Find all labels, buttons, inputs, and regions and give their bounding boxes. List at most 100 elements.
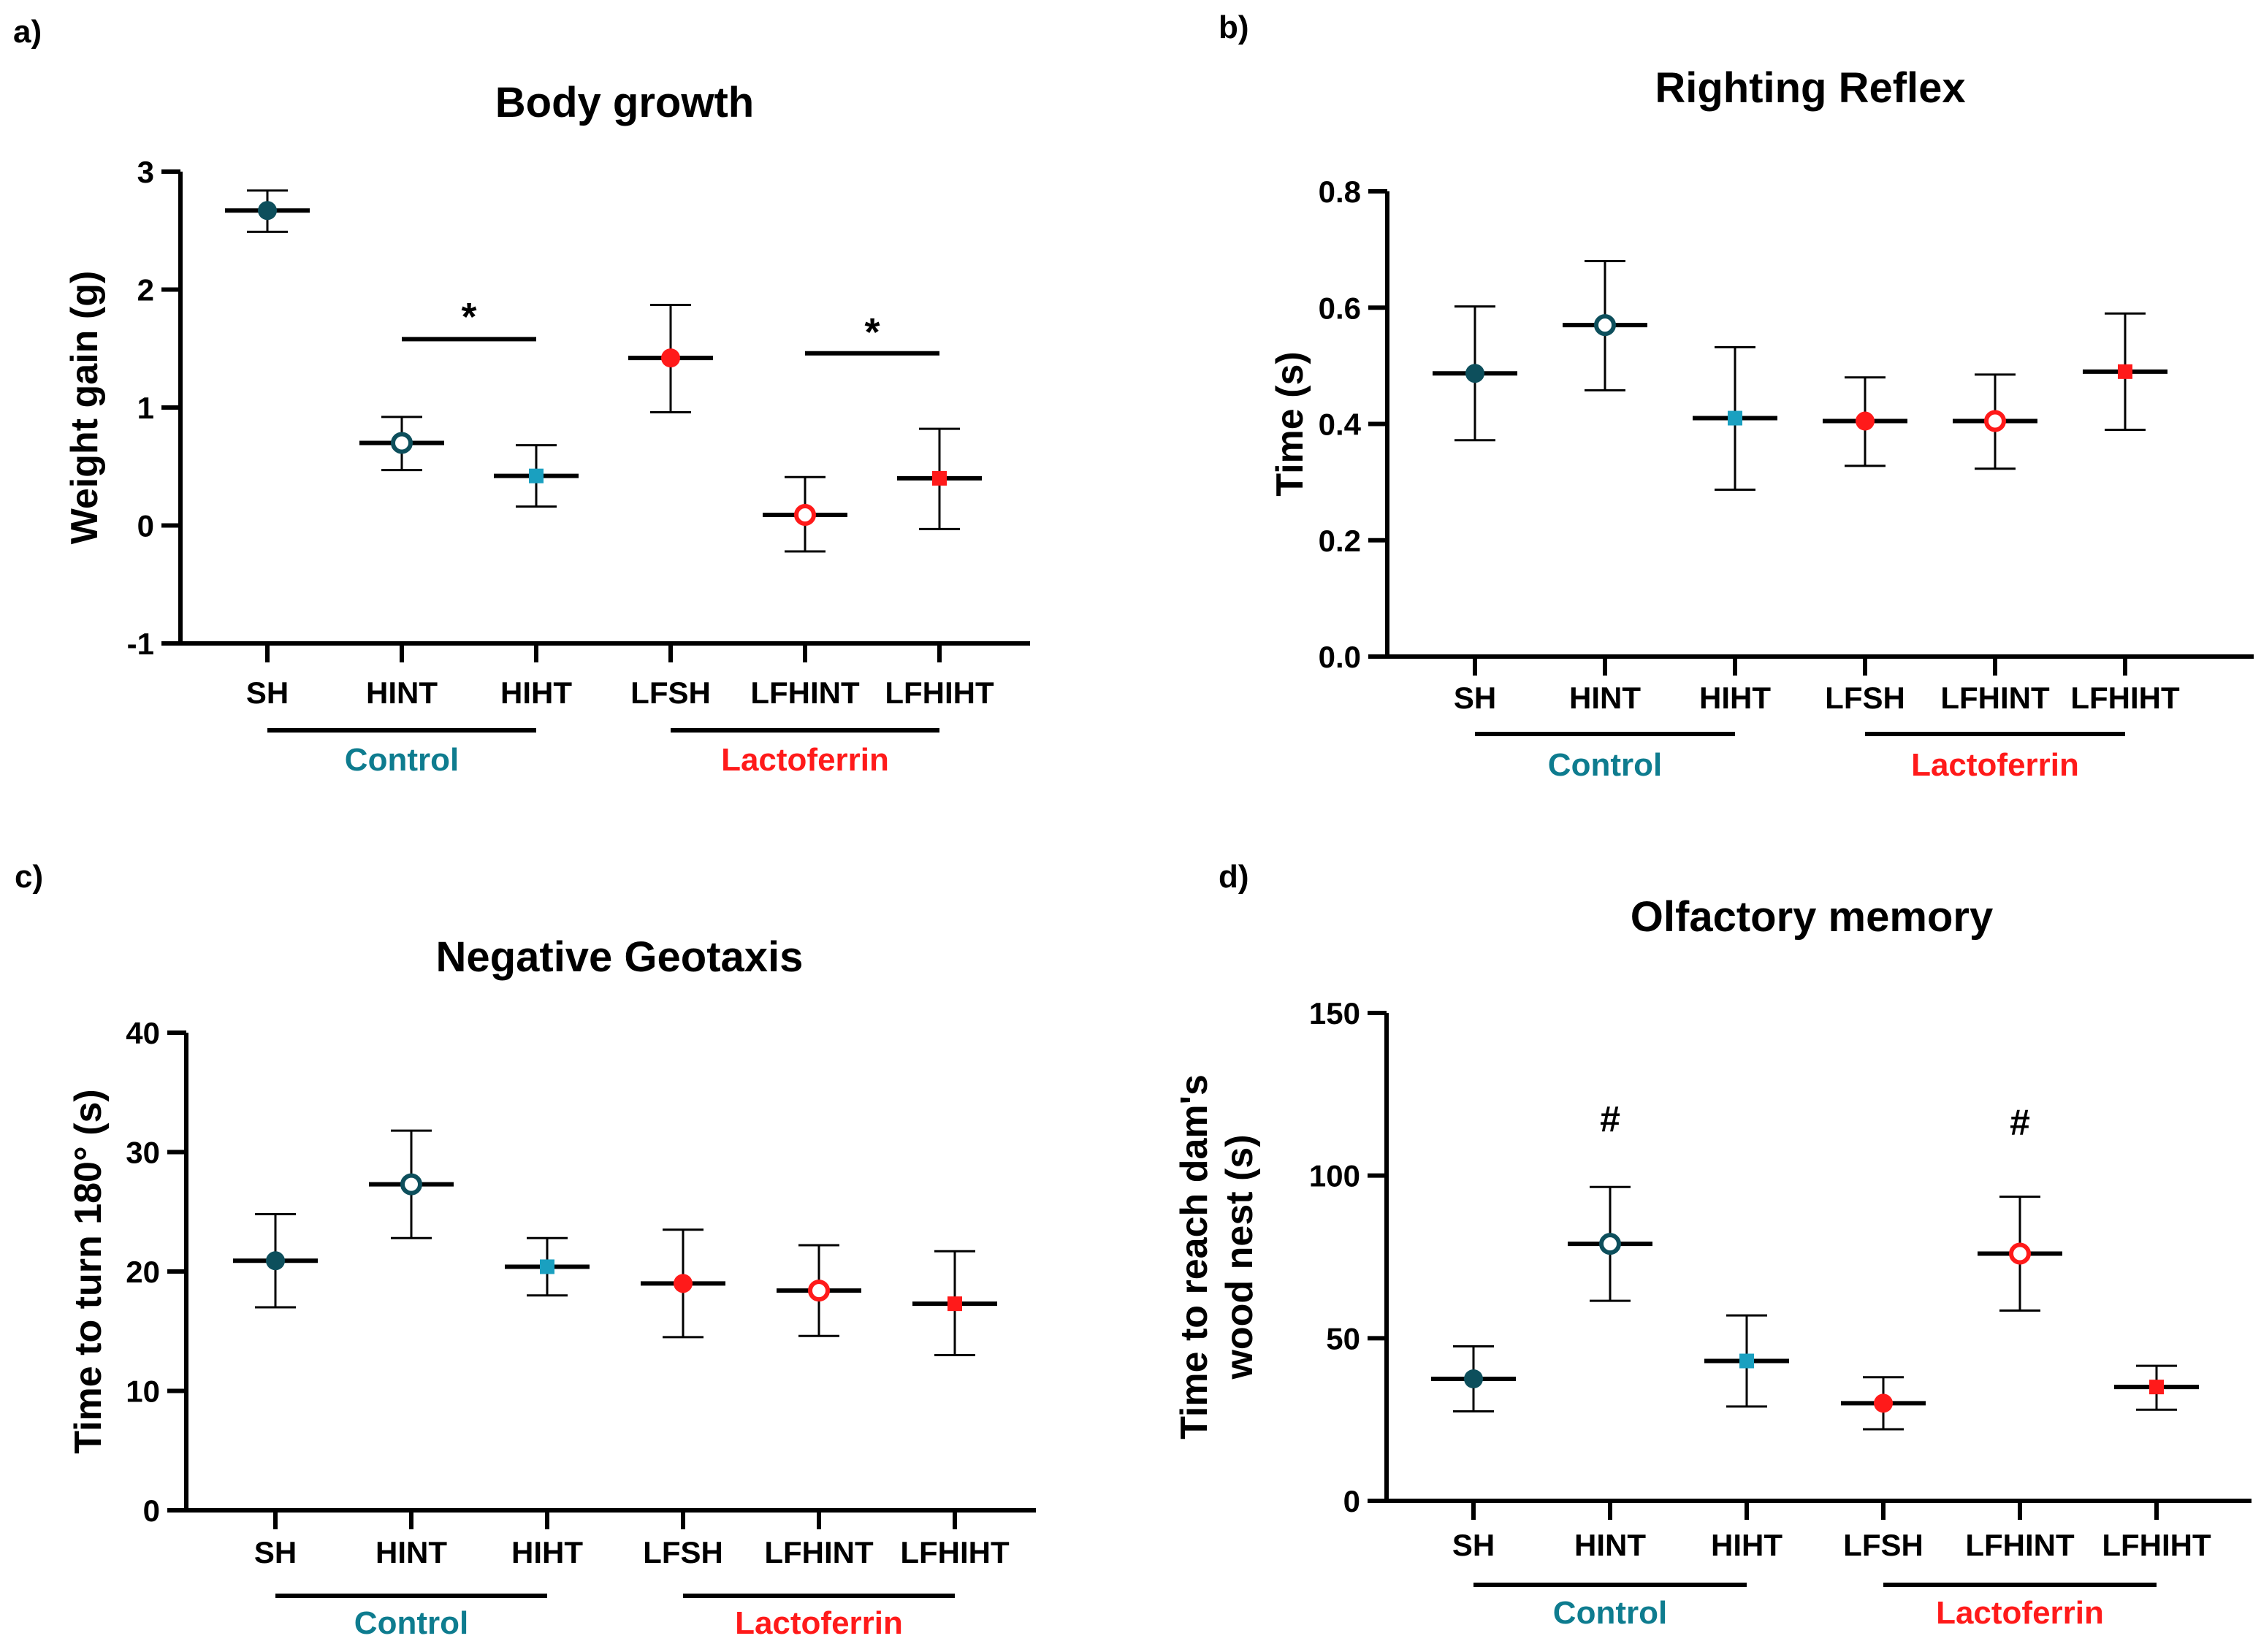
x-tick-label-hint: HINT [1574, 1528, 1646, 1562]
group-label-lactoferrin: Lactoferrin [735, 1605, 903, 1641]
significance-star: * [461, 295, 476, 339]
data-point-hint [359, 416, 444, 472]
x-tick-label-hint: HINT [375, 1535, 447, 1569]
y-tick-label: 3 [137, 155, 154, 189]
chart-title: Negative Geotaxis [436, 933, 804, 981]
x-tick-label-lfsh: LFSH [630, 676, 711, 710]
group-label-lactoferrin: Lactoferrin [1911, 747, 2079, 783]
data-point-sh [1433, 305, 1517, 442]
y-tick-label: 0 [137, 509, 154, 543]
data-point-lfhint [1978, 1196, 2062, 1312]
data-point-lfsh [1841, 1376, 1926, 1431]
mean-marker [1874, 1393, 1893, 1413]
panel-label: a) [13, 14, 42, 50]
group-label-control: Control [354, 1605, 468, 1641]
x-tick-label-lfhint: LFHINT [764, 1535, 874, 1569]
mean-marker [1465, 364, 1484, 383]
data-point-sh [1431, 1345, 1516, 1413]
panel-d: d) Olfactory memory Time to reach dam's woo… [1173, 859, 2252, 1631]
mean-marker [2009, 1242, 2031, 1265]
x-tick-label-hiht: HIHT [1699, 681, 1771, 715]
mean-marker [391, 432, 413, 454]
mean-marker [266, 1251, 285, 1271]
data-point-hint [369, 1129, 454, 1239]
panel-c: c) Negative Geotaxis Time to turn 180° (s)… [15, 859, 1036, 1641]
data-point-hiht [1693, 345, 1777, 491]
x-tick-label-sh: SH [254, 1535, 297, 1569]
y-tick-label: 1 [137, 391, 154, 425]
y-tick-label: 100 [1309, 1159, 1360, 1193]
x-tick-label-lfhint: LFHINT [1940, 681, 2050, 715]
mean-marker [258, 201, 277, 221]
y-tick-label: 2 [137, 273, 154, 307]
y-axis-label: Time (s) [1269, 351, 1311, 496]
data-point-sh [233, 1213, 318, 1309]
x-tick-label-hiht: HIHT [500, 676, 572, 710]
mean-marker [1594, 314, 1616, 337]
data-point-sh [225, 189, 310, 233]
y-tick-label: 150 [1309, 996, 1360, 1030]
x-tick-label-lfsh: LFSH [1825, 681, 1905, 715]
data-point-lfhiht [912, 1250, 997, 1356]
significance-hash: # [1600, 1099, 1620, 1140]
mean-marker [794, 503, 816, 526]
mean-marker [1739, 1353, 1754, 1369]
chart-title: Righting Reflex [1655, 64, 1965, 112]
y-tick-label: -1 [127, 627, 154, 661]
data-point-lfhiht [897, 427, 982, 530]
x-tick-label-sh: SH [1454, 681, 1496, 715]
chart-title: Body growth [495, 79, 754, 126]
mean-marker [948, 1296, 962, 1312]
mean-marker [1984, 410, 2006, 432]
y-tick-label: 40 [126, 1016, 160, 1050]
mean-marker [932, 470, 947, 486]
data-point-lfsh [641, 1228, 725, 1339]
data-point-lfhint [763, 475, 847, 553]
group-label-lactoferrin: Lactoferrin [1936, 1595, 2104, 1631]
panel-a: a) Body growth Weight gain (g) -1 0 1 2 3 SH HINT… [13, 14, 1030, 778]
x-tick-label-lfhint: LFHINT [1965, 1528, 2075, 1562]
mean-marker [400, 1173, 422, 1196]
x-tick-label-lfhiht: LFHIHT [885, 676, 994, 710]
panel-label: b) [1219, 9, 1249, 45]
panel-label: d) [1219, 859, 1249, 895]
y-tick-label: 0.6 [1319, 291, 1361, 325]
y-axis-label: Weight gain (g) [64, 271, 106, 545]
y-axis-label-line: Time (s) [1269, 351, 1311, 496]
mean-marker [674, 1274, 693, 1293]
group-label-lactoferrin: Lactoferrin [721, 742, 889, 778]
mean-marker [529, 468, 544, 483]
y-tick-label: 20 [126, 1255, 160, 1289]
mean-marker [661, 348, 680, 368]
data-point-hiht [1704, 1314, 1789, 1408]
mean-marker [1856, 411, 1875, 431]
y-tick-label: 0.8 [1319, 175, 1361, 209]
x-tick-label-hiht: HIHT [511, 1535, 583, 1569]
data-point-lfsh [628, 303, 713, 413]
y-tick-label: 0.4 [1319, 408, 1362, 442]
mean-marker [2149, 1380, 2164, 1395]
x-tick-label-lfhiht: LFHIHT [900, 1535, 1010, 1569]
data-point-lfsh [1823, 376, 1907, 467]
group-label-control: Control [1553, 1595, 1667, 1631]
mean-marker [2118, 364, 2132, 379]
y-axis-label: Time to reach dam's wood nest (s) [1173, 1074, 1261, 1439]
data-point-lfhiht [2083, 312, 2167, 431]
data-point-hiht [505, 1236, 590, 1297]
group-label-control: Control [1548, 747, 1662, 783]
x-tick-label-hint: HINT [366, 676, 438, 710]
mean-marker [540, 1259, 554, 1274]
y-axis-label-line: Time to reach dam's [1173, 1074, 1216, 1439]
x-tick-label-lfsh: LFSH [643, 1535, 723, 1569]
y-axis-label-line: Time to turn 180° (s) [67, 1089, 110, 1453]
panel-label: c) [15, 859, 43, 895]
data-point-hint [1568, 1185, 1652, 1302]
y-tick-label: 0.2 [1319, 524, 1361, 558]
y-axis-label-line: wood nest (s) [1219, 1134, 1261, 1380]
chart-title: Olfactory memory [1631, 893, 1993, 941]
y-tick-label: 0 [143, 1494, 160, 1528]
data-point-lfhint [1953, 373, 2037, 470]
data-point-hiht [494, 444, 579, 508]
data-point-hint [1563, 260, 1647, 391]
